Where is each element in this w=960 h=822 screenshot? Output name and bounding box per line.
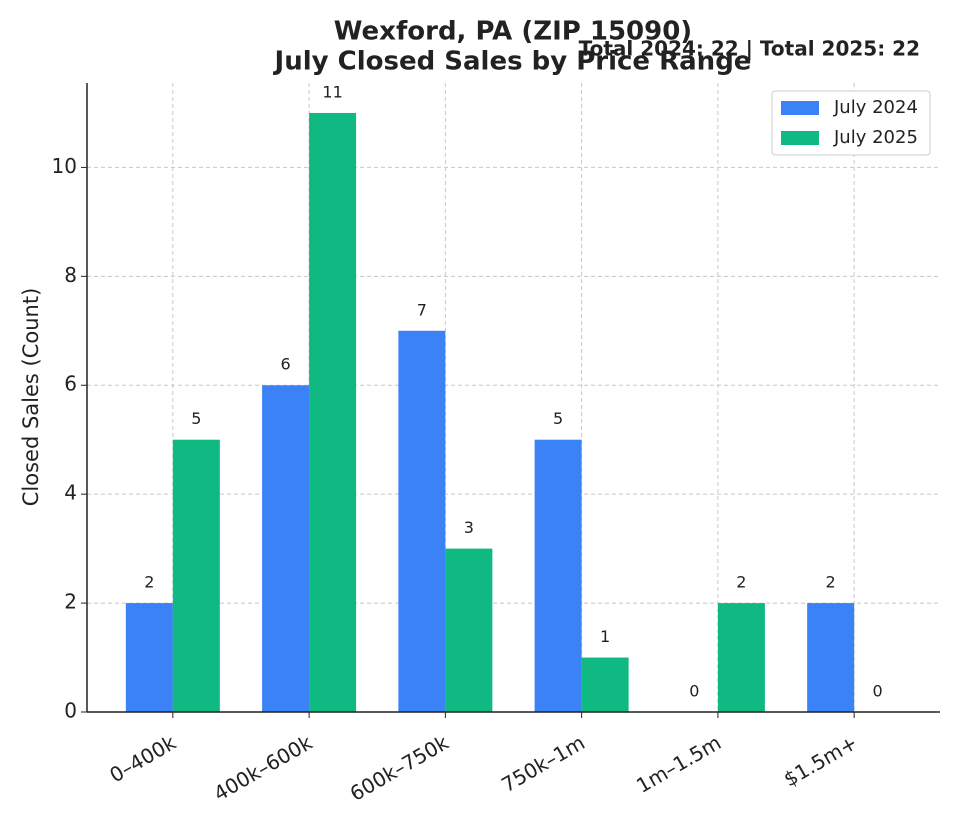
bar (262, 385, 310, 712)
y-tick-label: 0 (64, 699, 77, 723)
chart-subtitle: July Closed Sales by Price Range (273, 47, 752, 77)
legend-label: July 2025 (833, 127, 918, 148)
legend-swatch (781, 101, 819, 115)
y-tick-label: 2 (64, 590, 77, 614)
value-label: 11 (322, 82, 342, 101)
chart-title: Wexford, PA (ZIP 15090) (334, 17, 692, 47)
value-label: 0 (689, 682, 699, 701)
y-tick-label: 8 (64, 263, 77, 287)
bar (717, 603, 765, 712)
y-tick-label: 6 (64, 372, 77, 396)
value-label: 2 (736, 573, 746, 592)
legend-swatch (781, 131, 819, 145)
x-tick-label: $1.5m+ (779, 730, 861, 791)
bar (445, 548, 493, 712)
value-label: 2 (144, 573, 154, 592)
bar (172, 439, 220, 712)
bar (807, 603, 855, 712)
bar (581, 657, 629, 712)
x-tick-label: 1m–1.5m (632, 730, 725, 798)
x-tick-label: 400k–600k (210, 730, 317, 806)
x-tick-label: 750k–1m (497, 730, 589, 797)
value-label: 5 (191, 409, 201, 428)
value-label: 1 (600, 627, 610, 646)
y-tick-label: 10 (52, 154, 77, 178)
value-label: 2 (826, 573, 836, 592)
x-tick-label: 600k–750k (346, 730, 453, 806)
bar (398, 330, 446, 712)
value-label: 5 (553, 409, 563, 428)
bar (534, 439, 582, 712)
bar (309, 112, 357, 712)
value-label: 6 (281, 355, 291, 374)
value-label: 0 (873, 682, 883, 701)
legend: July 2024 July 2025 (771, 90, 931, 156)
annotation: Total 2024: 22 | Total 2025: 22 (579, 37, 920, 61)
x-tick-label: 0–400k (105, 730, 180, 787)
value-label: 7 (417, 300, 427, 319)
bar (125, 603, 173, 712)
legend-label: July 2024 (833, 97, 918, 118)
y-tick-label: 4 (64, 481, 77, 505)
y-axis-label: Closed Sales (Count) (19, 288, 43, 507)
value-label: 3 (464, 518, 474, 537)
